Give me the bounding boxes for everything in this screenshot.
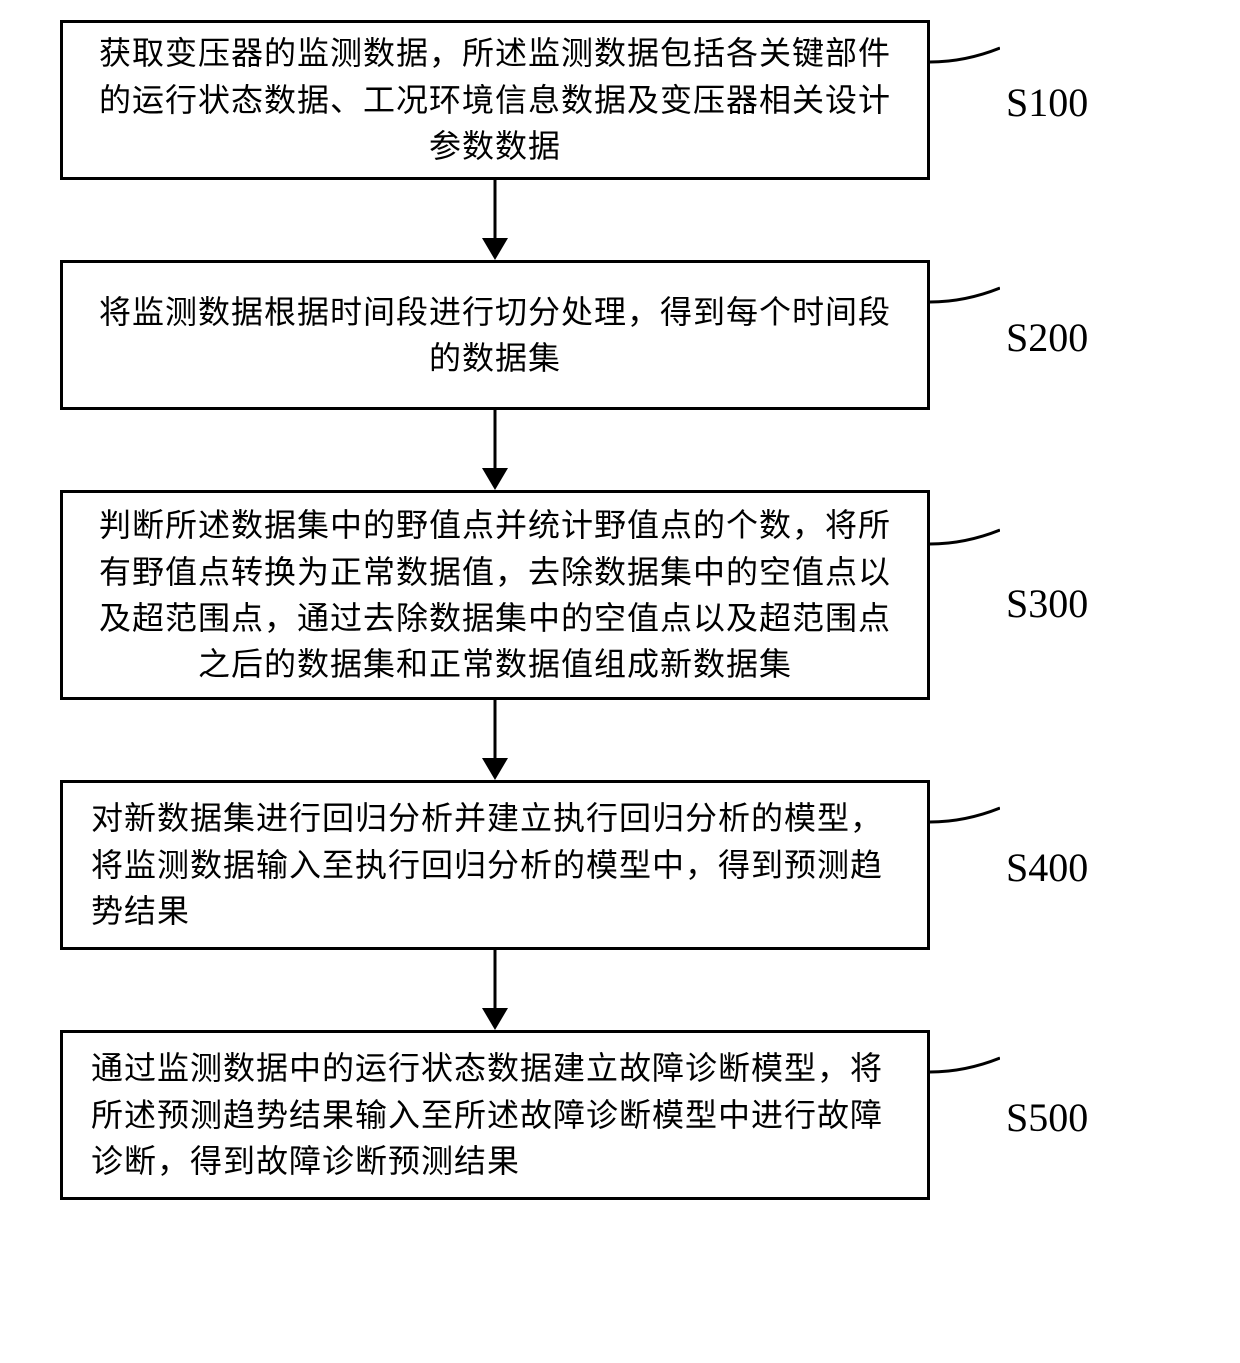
- step-box-s100: 获取变压器的监测数据，所述监测数据包括各关键部件的运行状态数据、工况环境信息数据…: [60, 20, 930, 180]
- label-group-s200: S200: [930, 260, 1088, 410]
- label-group-s400: S400: [930, 780, 1088, 950]
- step-text: 判断所述数据集中的野值点并统计野值点的个数，将所有野值点转换为正常数据值，去除数…: [85, 502, 905, 688]
- step-box-s300: 判断所述数据集中的野值点并统计野值点的个数，将所有野值点转换为正常数据值，去除数…: [60, 490, 930, 700]
- step-text: 通过监测数据中的运行状态数据建立故障诊断模型，将所述预测趋势结果输入至所述故障诊…: [91, 1045, 899, 1184]
- step-text: 对新数据集进行回归分析并建立执行回归分析的模型，将监测数据输入至执行回归分析的模…: [91, 795, 899, 934]
- flow-arrow: [60, 700, 930, 780]
- label-group-s100: S100: [930, 20, 1088, 180]
- step-row-s500: 通过监测数据中的运行状态数据建立故障诊断模型，将所述预测趋势结果输入至所述故障诊…: [60, 1030, 1180, 1200]
- step-row-s300: 判断所述数据集中的野值点并统计野值点的个数，将所有野值点转换为正常数据值，去除数…: [60, 490, 1180, 700]
- step-row-s400: 对新数据集进行回归分析并建立执行回归分析的模型，将监测数据输入至执行回归分析的模…: [60, 780, 1180, 950]
- label-group-s300: S300: [930, 490, 1088, 700]
- step-label-s300: S300: [1006, 580, 1088, 627]
- flowchart-container: 获取变压器的监测数据，所述监测数据包括各关键部件的运行状态数据、工况环境信息数据…: [60, 20, 1180, 1200]
- flow-arrow: [60, 950, 930, 1030]
- step-box-s200: 将监测数据根据时间段进行切分处理，得到每个时间段的数据集: [60, 260, 930, 410]
- step-row-s100: 获取变压器的监测数据，所述监测数据包括各关键部件的运行状态数据、工况环境信息数据…: [60, 20, 1180, 180]
- step-label-s200: S200: [1006, 314, 1088, 361]
- label-group-s500: S500: [930, 1030, 1088, 1200]
- flow-arrow: [60, 410, 930, 490]
- step-row-s200: 将监测数据根据时间段进行切分处理，得到每个时间段的数据集 S200: [60, 260, 1180, 410]
- step-text: 将监测数据根据时间段进行切分处理，得到每个时间段的数据集: [91, 289, 899, 382]
- flow-arrow: [60, 180, 930, 260]
- step-box-s500: 通过监测数据中的运行状态数据建立故障诊断模型，将所述预测趋势结果输入至所述故障诊…: [60, 1030, 930, 1200]
- step-label-s100: S100: [1006, 79, 1088, 126]
- step-label-s400: S400: [1006, 844, 1088, 891]
- step-box-s400: 对新数据集进行回归分析并建立执行回归分析的模型，将监测数据输入至执行回归分析的模…: [60, 780, 930, 950]
- step-label-s500: S500: [1006, 1094, 1088, 1141]
- step-text: 获取变压器的监测数据，所述监测数据包括各关键部件的运行状态数据、工况环境信息数据…: [91, 30, 899, 169]
